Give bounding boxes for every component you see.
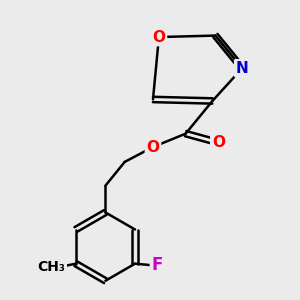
Text: N: N xyxy=(236,61,248,76)
Text: CH₃: CH₃ xyxy=(38,260,65,274)
Text: O: O xyxy=(152,30,165,45)
Text: O: O xyxy=(212,135,225,150)
Text: F: F xyxy=(152,256,163,274)
Text: O: O xyxy=(146,140,160,154)
